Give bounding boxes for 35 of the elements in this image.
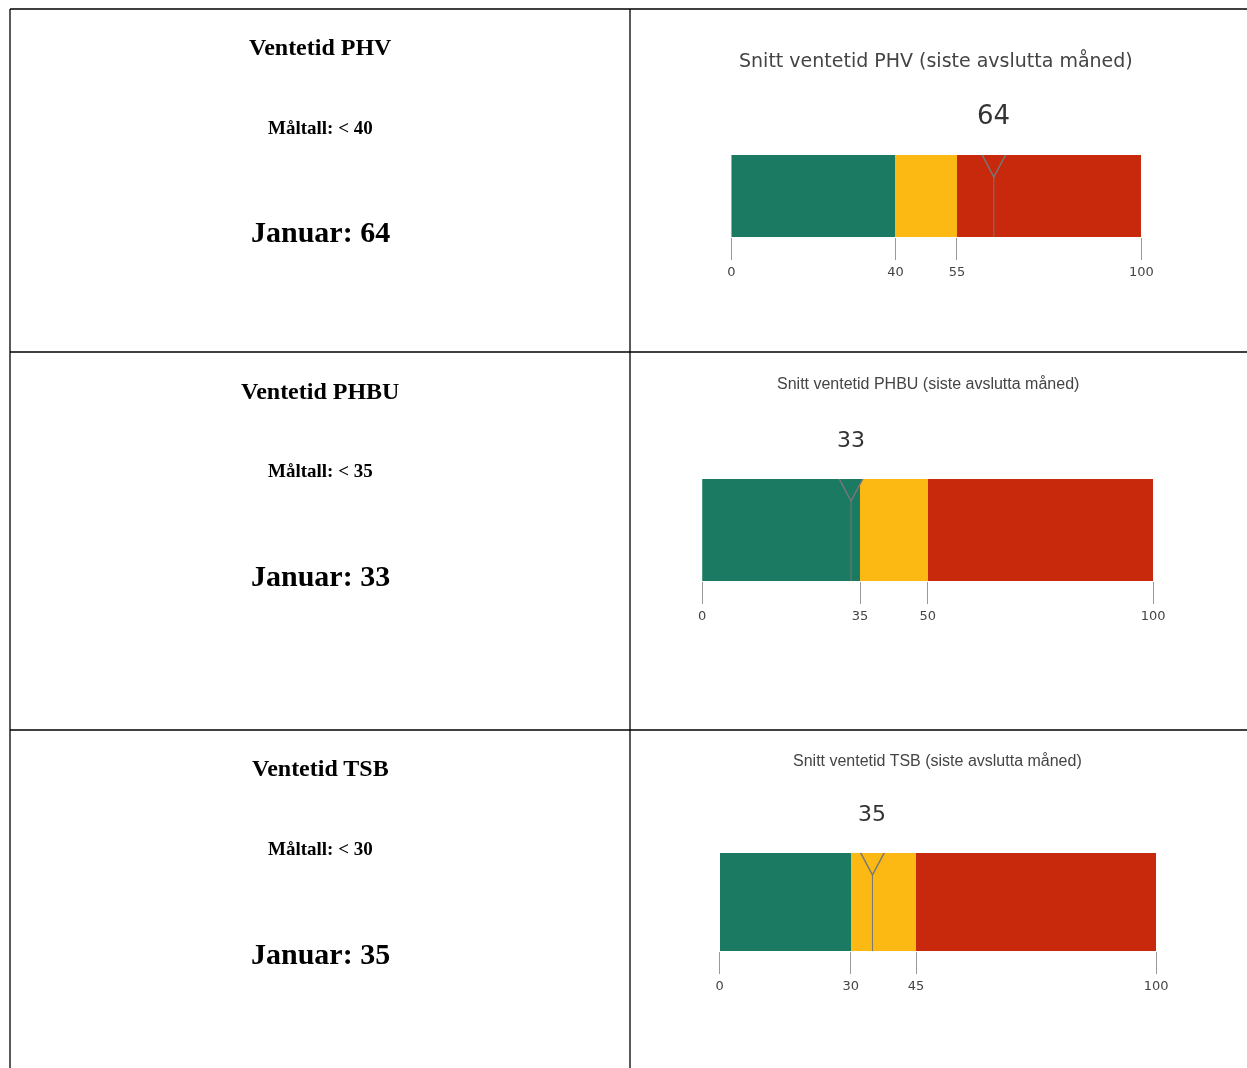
text: Ventetid PHV — [249, 34, 393, 60]
x-tick-label: 55 — [948, 263, 966, 279]
bar — [916, 853, 1157, 951]
chart-title: Snitt ventetid PHV (siste avslutta måned) — [739, 49, 1133, 71]
x-tick-label: 50 — [919, 607, 936, 623]
chart-title: Snitt ventetid PHBU (siste avslutta måned) — [777, 375, 1080, 392]
text: Ventetid TSB — [252, 755, 389, 781]
x-tick-label: 45 — [907, 977, 925, 993]
text: Måltall: < 40 — [268, 117, 373, 138]
x-tick-label: 100 — [1129, 263, 1154, 279]
bar — [719, 853, 851, 951]
text: Januar: 64 — [251, 215, 391, 248]
x-tick-label: 30 — [842, 977, 859, 993]
bar — [927, 479, 1154, 581]
text: Måltall: < 35 — [268, 460, 373, 481]
x-tick-label: 0 — [698, 607, 707, 623]
text: Januar: 35 — [251, 937, 391, 970]
text: Ventetid PHBU — [241, 378, 400, 404]
x-tick-label: 0 — [715, 977, 724, 993]
ref-line-label: 35 — [858, 801, 886, 826]
x-tick-label: 100 — [1140, 607, 1166, 623]
x-tick-label: 40 — [887, 263, 904, 279]
x-tick-label: 0 — [727, 263, 736, 279]
bar — [731, 155, 896, 237]
text: Måltall: < 30 — [268, 838, 373, 859]
ref-line-label: 33 — [837, 427, 865, 452]
bar — [956, 155, 1142, 237]
x-tick-label: 100 — [1143, 977, 1169, 993]
bar — [895, 155, 957, 237]
bar — [860, 479, 928, 581]
chart-title: Snitt ventetid TSB (siste avslutta måned) — [793, 752, 1082, 769]
x-tick-label: 35 — [851, 607, 869, 623]
ref-line-label: 64 — [977, 100, 1011, 130]
bar — [850, 853, 917, 951]
text: Januar: 33 — [251, 559, 391, 592]
